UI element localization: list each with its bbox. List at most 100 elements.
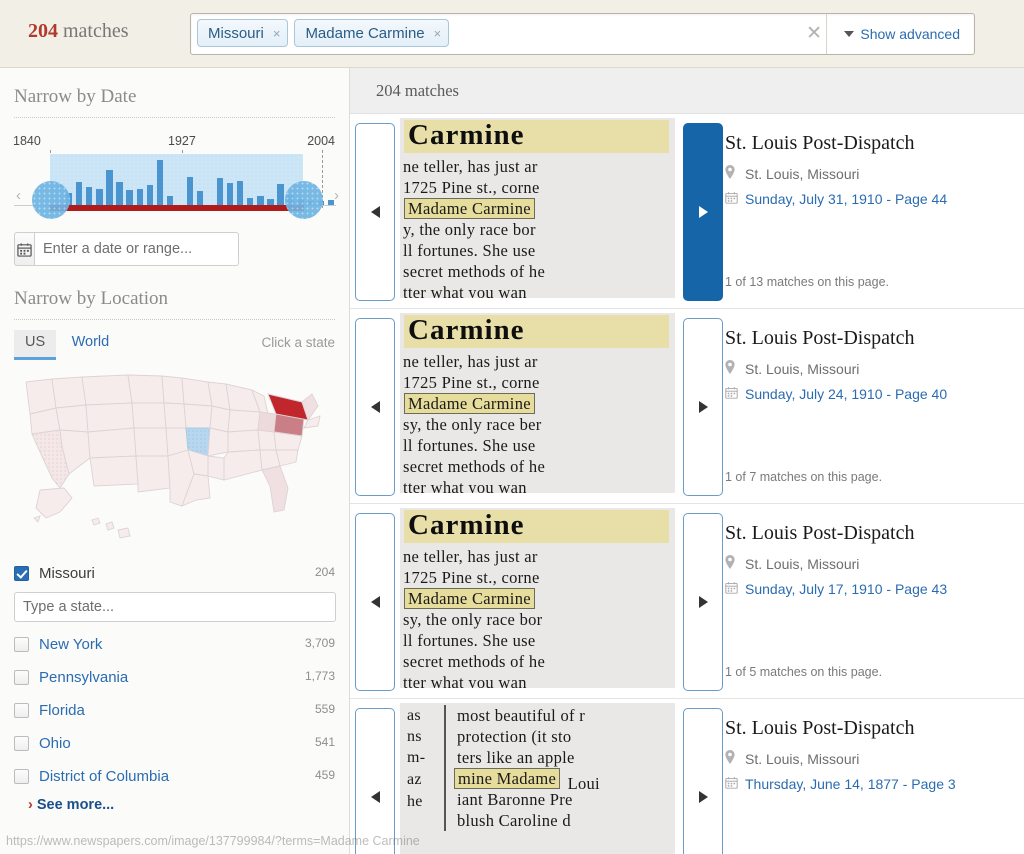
checkbox-new-york[interactable]	[14, 637, 29, 652]
clipping-line: Loui	[563, 774, 600, 793]
newspaper-title[interactable]: St. Louis Post-Dispatch	[725, 717, 915, 739]
chevron-left-icon[interactable]: ‹	[16, 187, 21, 204]
tab-world[interactable]: World	[71, 334, 110, 350]
prev-match-button[interactable]	[355, 708, 395, 854]
location-pin-icon	[725, 750, 745, 767]
next-match-button[interactable]	[683, 123, 723, 301]
calendar-icon[interactable]	[14, 232, 34, 266]
clipping-line: secret methods of he	[403, 262, 546, 281]
checkbox-missouri[interactable]	[14, 566, 29, 581]
date-slider-handle-left[interactable]	[32, 181, 70, 219]
newspaper-clipping[interactable]: Carmine ne teller, has just ar 1725 Pine…	[400, 508, 675, 688]
state-count: 204	[314, 565, 335, 579]
checkbox-pennsylvania[interactable]	[14, 670, 29, 685]
clipping-viewer: Carmine ne teller, has just ar 1725 Pine…	[355, 508, 723, 691]
result-metadata: St. Louis Post-Dispatch St. Louis, Misso…	[725, 717, 1021, 801]
result-row[interactable]: Carmine ne teller, has just ar 1725 Pine…	[350, 114, 1024, 309]
state-new-england	[301, 393, 319, 421]
state-montana	[81, 374, 133, 406]
see-more-button[interactable]: › See more...	[28, 797, 349, 813]
state-kentucky	[227, 429, 261, 453]
match-count-number: 204	[28, 20, 58, 42]
results-count-label: 204 matches	[376, 80, 459, 100]
checkbox-district-of-columbia[interactable]	[14, 769, 29, 784]
state-row-district-of-columbia[interactable]: District of Columbia 459	[14, 760, 335, 793]
result-row[interactable]: Carmine ne teller, has just ar 1725 Pine…	[350, 504, 1024, 699]
state-count: 1,773	[304, 669, 335, 683]
clipping-line: tter what you wan	[403, 283, 527, 298]
checkbox-ohio[interactable]	[14, 736, 29, 751]
state-search-input[interactable]	[14, 592, 336, 622]
result-date[interactable]: Sunday, July 24, 1910 - Page 40	[745, 386, 948, 402]
state-north-dakota	[127, 374, 165, 404]
result-row[interactable]: Carmine ne teller, has just ar 1725 Pine…	[350, 309, 1024, 504]
state-idaho-n	[51, 376, 87, 409]
result-date[interactable]: Sunday, July 31, 1910 - Page 44	[745, 191, 948, 207]
search-token-missouri[interactable]: Missouri ×	[197, 19, 289, 47]
newspaper-clipping[interactable]: Carmine ne teller, has just ar 1725 Pine…	[400, 313, 675, 493]
state-row-pennsylvania[interactable]: Pennsylvania 1,773	[14, 661, 335, 694]
date-range-input[interactable]	[34, 232, 239, 266]
histogram-bar	[237, 181, 244, 206]
newspaper-title[interactable]: St. Louis Post-Dispatch	[725, 522, 915, 544]
clipping-line: y, the only race bor	[403, 220, 536, 239]
close-icon[interactable]: ×	[433, 25, 442, 41]
prev-match-button[interactable]	[355, 318, 395, 496]
date-range-bar	[50, 205, 304, 211]
clipping-line: az	[407, 771, 422, 788]
close-icon[interactable]: ×	[272, 25, 281, 41]
state-row-ohio[interactable]: Ohio 541	[14, 727, 335, 760]
prev-match-button[interactable]	[355, 123, 395, 301]
state-label: Ohio	[39, 735, 71, 752]
newspaper-title[interactable]: St. Louis Post-Dispatch	[725, 327, 915, 349]
newspaper-clipping[interactable]: Carmine ne teller, has just ar 1725 Pine…	[400, 118, 675, 298]
state-row-new-york[interactable]: New York 3,709	[14, 628, 335, 661]
top-search-bar: 204 matches Missouri × Madame Carmine × …	[0, 0, 1024, 68]
search-box[interactable]: Missouri × Madame Carmine × ✕ Show advan…	[190, 13, 975, 55]
result-location-line: St. Louis, Missouri	[725, 165, 1021, 182]
us-choropleth-map[interactable]	[0, 370, 349, 545]
next-match-button[interactable]	[683, 513, 723, 691]
state-nevada	[59, 429, 91, 475]
tab-us[interactable]: US	[14, 330, 57, 360]
newspaper-title[interactable]: St. Louis Post-Dispatch	[725, 132, 915, 154]
checkbox-florida[interactable]	[14, 703, 29, 718]
result-date[interactable]: Thursday, June 14, 1877 - Page 3	[745, 776, 956, 792]
show-advanced-button[interactable]: Show advanced	[844, 26, 960, 42]
state-hawaii-1	[91, 517, 101, 526]
result-date[interactable]: Sunday, July 17, 1910 - Page 43	[745, 581, 948, 597]
state-row-missouri[interactable]: Missouri 204	[14, 557, 335, 590]
chevron-right-icon[interactable]: ›	[334, 187, 339, 204]
date-histogram[interactable]: ‹ ›	[14, 154, 339, 219]
state-alabama-georgia	[223, 449, 263, 481]
state-louisiana	[181, 473, 211, 507]
filters-sidebar: Narrow by Date 1840 1927 2004 ‹ ›	[0, 68, 350, 854]
search-token-madame-carmine[interactable]: Madame Carmine ×	[294, 19, 450, 47]
date-slider-handle-right[interactable]	[285, 181, 323, 219]
state-count: 459	[314, 768, 335, 782]
chevron-right-icon: ›	[28, 797, 33, 813]
us-map-svg[interactable]	[12, 370, 334, 545]
calendar-icon	[725, 386, 745, 402]
matches-on-page-note: 1 of 5 matches on this page.	[725, 665, 883, 679]
state-west-virginia	[257, 429, 277, 451]
result-location: St. Louis, Missouri	[745, 165, 860, 182]
result-date-line: Sunday, July 17, 1910 - Page 43	[725, 581, 1021, 597]
newspaper-clipping[interactable]: as ns m- az he most beautiful of r prote…	[400, 703, 675, 854]
next-match-button[interactable]	[683, 318, 723, 496]
clear-search-icon[interactable]: ✕	[806, 23, 822, 44]
date-histogram-slider[interactable]: 1840 1927 2004 ‹ ›	[0, 134, 349, 226]
result-row[interactable]: as ns m- az he most beautiful of r prote…	[350, 699, 1024, 854]
next-match-button[interactable]	[683, 708, 723, 854]
clipping-line: ters like an apple	[457, 748, 575, 767]
result-metadata: St. Louis Post-Dispatch St. Louis, Misso…	[725, 327, 1021, 411]
chevron-right-icon	[698, 791, 708, 803]
state-tennessee-w	[207, 427, 229, 457]
histogram-bar	[257, 196, 264, 206]
calendar-icon	[725, 776, 745, 792]
histogram-bar	[126, 190, 133, 206]
prev-match-button[interactable]	[355, 513, 395, 691]
state-label: New York	[39, 636, 103, 653]
clipping-highlight: Madame Carmine	[404, 198, 535, 219]
state-row-florida[interactable]: Florida 559	[14, 694, 335, 727]
